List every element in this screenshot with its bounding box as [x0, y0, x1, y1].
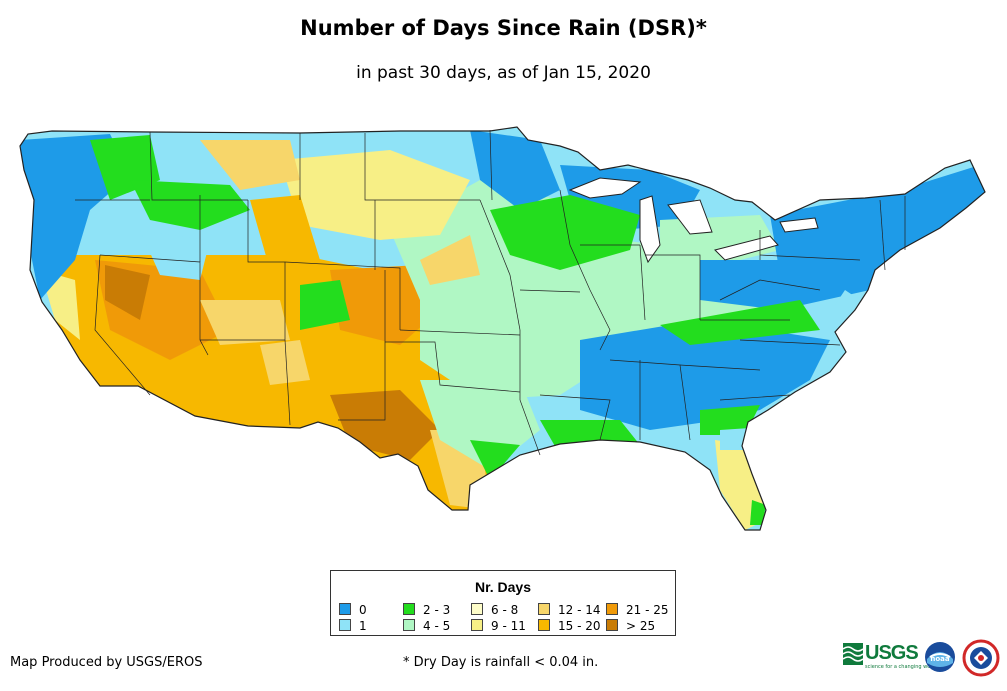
legend: Nr. Days 0 1 2 - 3 4 - 5 6 - 8 9 - 11 12… — [330, 570, 676, 636]
map-credit: Map Produced by USGS/EROS — [10, 655, 203, 670]
legend-swatch — [403, 603, 415, 615]
usgs-tagline: science for a changing world — [865, 664, 937, 670]
legend-swatch — [606, 619, 618, 631]
usgs-wordmark: USGS — [865, 642, 919, 664]
rain-category-regions — [20, 127, 985, 530]
usgs-logo: USGS science for a changing world — [843, 641, 937, 671]
legend-swatch — [471, 603, 483, 615]
legend-item: 21 - 25 — [606, 603, 669, 616]
noaa-wordmark: noaa — [930, 655, 950, 663]
legend-item: 6 - 8 — [471, 603, 518, 616]
legend-item: 2 - 3 — [403, 603, 450, 616]
dry-day-footnote: * Dry Day is rainfall < 0.04 in. — [403, 655, 599, 670]
legend-swatch — [403, 619, 415, 631]
noaa-logo: noaa — [925, 642, 955, 672]
legend-item: 1 — [339, 619, 367, 632]
legend-swatch — [339, 603, 351, 615]
great-lakes — [568, 177, 819, 264]
nws-logo — [962, 639, 1000, 677]
legend-swatch — [471, 619, 483, 631]
legend-item: 9 - 11 — [471, 619, 526, 632]
legend-item: 0 — [339, 603, 367, 616]
legend-swatch — [606, 603, 618, 615]
legend-item: 12 - 14 — [538, 603, 601, 616]
legend-title: Nr. Days — [474, 579, 532, 595]
usgs-wave-icon — [843, 643, 863, 665]
us-days-since-rain-map — [19, 126, 986, 531]
legend-item: 15 - 20 — [538, 619, 601, 632]
legend-swatch — [538, 603, 550, 615]
map-title: Number of Days Since Rain (DSR)* — [300, 16, 707, 40]
legend-swatch — [538, 619, 550, 631]
legend-item: 4 - 5 — [403, 619, 450, 632]
map-subtitle: in past 30 days, as of Jan 15, 2020 — [356, 63, 651, 83]
state-boundaries — [75, 129, 906, 456]
legend-swatch — [339, 619, 351, 631]
legend-item: > 25 — [606, 619, 655, 632]
